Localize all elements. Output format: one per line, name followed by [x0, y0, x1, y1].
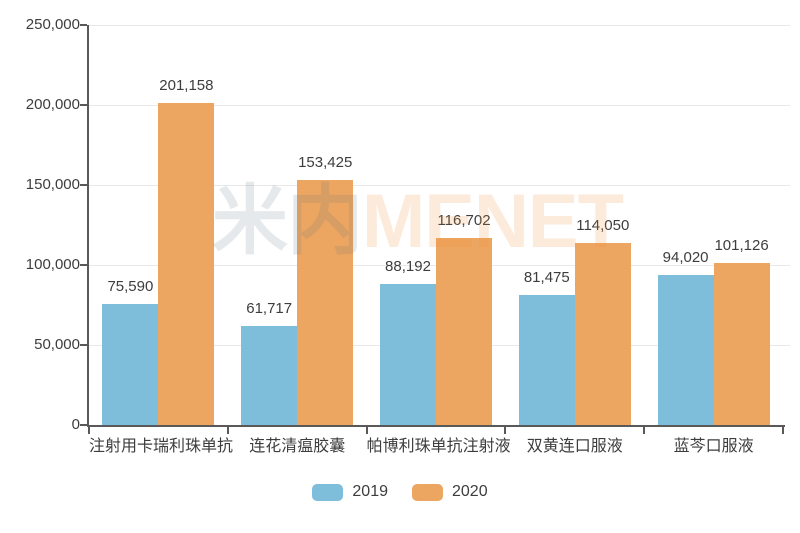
y-axis-tick-label: 150,000: [25, 176, 80, 193]
category-label: 双黄连口服液: [526, 438, 623, 455]
bar-2020[interactable]: [297, 179, 354, 425]
bar-group: 61,717 153,425: [228, 25, 367, 425]
y-axis-tick-label: 250,000: [25, 16, 80, 33]
gridline: [89, 185, 790, 186]
legend: 2019 2020: [0, 482, 800, 502]
category-label: 注射用卡瑞利珠单抗: [89, 438, 234, 455]
legend-label: 2019: [352, 483, 388, 500]
bar-value-label: 88,192: [385, 257, 431, 275]
x-axis-tick-mark: [88, 427, 90, 434]
bar-2019[interactable]: [518, 294, 575, 425]
y-axis-tick-mark: [80, 104, 87, 106]
bar-group: 75,590 201,158: [89, 25, 228, 425]
bar-2019[interactable]: [657, 274, 714, 425]
y-axis-tick-mark: [80, 264, 87, 266]
legend-label: 2020: [452, 483, 488, 500]
y-axis-tick-label: 0: [71, 416, 80, 433]
bar-value-label: 75,590: [107, 278, 154, 296]
bar-value-label: 94,020: [662, 248, 709, 266]
bar-group: 94,020 101,126: [644, 25, 783, 425]
legend-item-2020[interactable]: 2020: [412, 482, 488, 502]
bar-value-label: 153,425: [298, 153, 353, 171]
y-axis-tick-mark: [80, 344, 87, 346]
bar-value-label: 81,475: [523, 268, 570, 286]
bar-value-label: 101,126: [714, 237, 769, 255]
category-label: 帕博利珠单抗注射液: [366, 438, 511, 455]
bar-2020[interactable]: [574, 242, 631, 425]
x-axis-tick-mark: [365, 427, 368, 434]
bar-2020[interactable]: [713, 263, 770, 425]
bar-2020[interactable]: [435, 238, 492, 425]
y-axis-line: [87, 25, 89, 427]
y-axis-tick-mark: [80, 184, 87, 186]
legend-item-2019[interactable]: 2019: [312, 482, 388, 502]
x-axis-tick-mark: [226, 427, 229, 434]
x-axis-tick-mark: [643, 427, 646, 434]
y-axis-tick-label: 50,000: [34, 336, 80, 353]
y-axis-tick-label: 100,000: [25, 256, 80, 273]
legend-swatch: [412, 483, 443, 501]
bar-value-label: 114,050: [576, 216, 630, 234]
bar-2019[interactable]: [241, 326, 298, 425]
bar-2019[interactable]: [379, 283, 436, 425]
plot-area: 75,590 201,158 61,717 153,425 88,192 116,702 8…: [89, 25, 790, 425]
gridline: [89, 25, 790, 26]
bar-group: 88,192 116,702: [367, 25, 506, 425]
bar-value-label: 201,158: [159, 77, 214, 95]
bar-value-label: 61,717: [246, 300, 293, 318]
y-axis-tick-mark: [80, 424, 87, 426]
category-label: 蓝芩口服液: [673, 438, 754, 455]
x-axis-tick-mark: [782, 427, 784, 434]
bar-group: 81,475 114,050: [505, 25, 644, 425]
bar-value-label: 116,702: [437, 212, 491, 230]
y-axis-tick-label: 200,000: [25, 96, 80, 113]
legend-swatch: [312, 483, 344, 501]
x-axis-line: [87, 425, 785, 427]
bar-2019[interactable]: [102, 304, 159, 425]
x-axis-tick-mark: [504, 427, 507, 434]
bar-2020[interactable]: [158, 103, 215, 425]
category-label: 连花清瘟胶囊: [249, 438, 346, 455]
gridline: [89, 105, 790, 106]
y-axis-tick-mark: [80, 24, 87, 26]
